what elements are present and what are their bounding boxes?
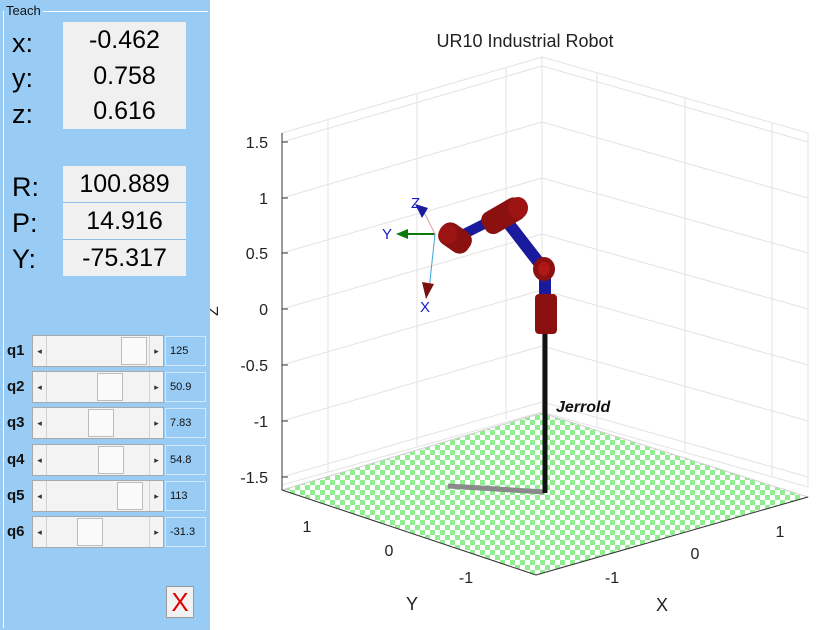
y-tick-label: -1 bbox=[459, 570, 473, 587]
joint-label-q1: q1 bbox=[7, 342, 25, 359]
frame-x-label: X bbox=[420, 299, 430, 316]
x-value: -0.462 bbox=[63, 22, 186, 58]
joint-value-q2[interactable]: 50.9 bbox=[165, 372, 206, 402]
joint-label-q2: q2 bbox=[7, 378, 25, 395]
joint-label-q6: q6 bbox=[7, 523, 25, 540]
y-axis-label: Y bbox=[406, 594, 418, 614]
back-grid bbox=[281, 56, 809, 488]
slider-right-arrow-icon[interactable]: ▸ bbox=[149, 372, 163, 402]
close-button[interactable]: X bbox=[166, 586, 194, 618]
slider-left-arrow-icon[interactable]: ◂ bbox=[33, 372, 47, 402]
joint-slider-q6[interactable]: ◂ ▸ bbox=[32, 516, 164, 548]
frame-z-label: Z bbox=[411, 195, 420, 212]
x-tick-label: 1 bbox=[776, 524, 785, 541]
y-label: y: bbox=[12, 63, 34, 93]
roll-value: 100.889 bbox=[63, 166, 186, 202]
slider-left-arrow-icon[interactable]: ◂ bbox=[33, 517, 47, 547]
yaw-value: -75.317 bbox=[63, 240, 186, 276]
slider-track[interactable] bbox=[47, 372, 149, 402]
ur10-robot[interactable]: Z Y X Jerrold bbox=[382, 194, 611, 493]
x-axis-line bbox=[535, 496, 809, 576]
joint-label-q5: q5 bbox=[7, 487, 25, 504]
slider-track[interactable] bbox=[47, 408, 149, 438]
yaw-label: Y: bbox=[12, 244, 37, 274]
slider-track[interactable] bbox=[47, 481, 149, 511]
separator bbox=[63, 239, 186, 240]
x-tick-label: 0 bbox=[691, 546, 700, 563]
y-value: 0.758 bbox=[63, 58, 186, 94]
frame-x-arrow bbox=[422, 282, 434, 299]
slider-thumb[interactable] bbox=[98, 446, 124, 474]
slider-thumb[interactable] bbox=[121, 337, 147, 365]
joint-slider-q5[interactable]: ◂ ▸ bbox=[32, 480, 164, 512]
slider-left-arrow-icon[interactable]: ◂ bbox=[33, 408, 47, 438]
frame-x-axis bbox=[428, 233, 436, 291]
joint-value-q5[interactable]: 113 bbox=[165, 481, 206, 511]
slider-thumb[interactable] bbox=[117, 482, 143, 510]
z-tick-label: -1.5 bbox=[240, 470, 268, 487]
z-tick-label: 0 bbox=[259, 302, 268, 319]
plot-area: UR10 Industrial Robot bbox=[210, 0, 840, 630]
slider-thumb[interactable] bbox=[97, 373, 123, 401]
joint-slider-q3[interactable]: ◂ ▸ bbox=[32, 407, 164, 439]
slider-thumb[interactable] bbox=[88, 409, 114, 437]
slider-right-arrow-icon[interactable]: ▸ bbox=[149, 336, 163, 366]
slider-left-arrow-icon[interactable]: ◂ bbox=[33, 336, 47, 366]
x-label: x: bbox=[12, 28, 34, 58]
plot-title: UR10 Industrial Robot bbox=[436, 31, 614, 51]
frame-z-arrow bbox=[415, 204, 428, 218]
slider-right-arrow-icon[interactable]: ▸ bbox=[149, 481, 163, 511]
teach-legend: Teach bbox=[4, 3, 43, 18]
robot-joint bbox=[538, 262, 550, 276]
robot-name-label: Jerrold bbox=[556, 399, 611, 416]
y-tick-label: 0 bbox=[385, 543, 394, 560]
slider-right-arrow-icon[interactable]: ▸ bbox=[149, 445, 163, 475]
z-axis-label: Z bbox=[210, 306, 222, 316]
robot-shadow bbox=[447, 483, 545, 495]
slider-thumb[interactable] bbox=[77, 518, 103, 546]
joint-slider-q2[interactable]: ◂ ▸ bbox=[32, 371, 164, 403]
z-axis-ticks: 1.5 1 0.5 0 -0.5 -1 -1.5 bbox=[240, 135, 288, 487]
slider-right-arrow-icon[interactable]: ▸ bbox=[149, 517, 163, 547]
teach-frame bbox=[3, 11, 208, 628]
pitch-label: P: bbox=[12, 208, 38, 238]
joint-label-q4: q4 bbox=[7, 451, 25, 468]
joint-value-q3[interactable]: 7.83 bbox=[165, 408, 206, 438]
z-label: z: bbox=[12, 99, 34, 129]
z-tick-label: -1 bbox=[254, 414, 268, 431]
teach-panel: Teach x: -0.462 y: 0.758 z: 0.616 R: 100… bbox=[0, 0, 210, 630]
joint-value-q1[interactable]: 125 bbox=[165, 336, 206, 366]
slider-left-arrow-icon[interactable]: ◂ bbox=[33, 445, 47, 475]
slider-track[interactable] bbox=[47, 517, 149, 547]
slider-left-arrow-icon[interactable]: ◂ bbox=[33, 481, 47, 511]
robot-3d-axes[interactable]: 1.5 1 0.5 0 -0.5 -1 -1.5 Z 1 0 -1 Y -1 0 1 X bbox=[210, 0, 840, 630]
y-axis-line bbox=[281, 489, 537, 576]
joint-slider-q4[interactable]: ◂ ▸ bbox=[32, 444, 164, 476]
x-axis-ticks: -1 0 1 bbox=[605, 524, 785, 587]
robot-joint bbox=[439, 224, 457, 244]
y-axis-ticks: 1 0 -1 bbox=[303, 519, 474, 587]
joint-value-q4[interactable]: 54.8 bbox=[165, 445, 206, 475]
frame-y-label: Y bbox=[382, 226, 392, 243]
joint-label-q3: q3 bbox=[7, 414, 25, 431]
separator bbox=[63, 202, 186, 203]
z-tick-label: 1 bbox=[259, 191, 268, 208]
pitch-value: 14.916 bbox=[63, 203, 186, 239]
slider-track[interactable] bbox=[47, 445, 149, 475]
robot-joint bbox=[535, 294, 557, 334]
joint-value-q6[interactable]: -31.3 bbox=[165, 517, 206, 547]
frame-y-arrow bbox=[396, 229, 408, 239]
y-tick-label: 1 bbox=[303, 519, 312, 536]
joint-slider-q1[interactable]: ◂ ▸ bbox=[32, 335, 164, 367]
slider-right-arrow-icon[interactable]: ▸ bbox=[149, 408, 163, 438]
x-tick-label: -1 bbox=[605, 570, 619, 587]
z-tick-label: -0.5 bbox=[240, 358, 268, 375]
z-value: 0.616 bbox=[63, 93, 186, 129]
z-tick-label: 1.5 bbox=[246, 135, 268, 152]
z-tick-label: 0.5 bbox=[246, 246, 268, 263]
x-axis-label: X bbox=[656, 595, 668, 615]
robot-joint bbox=[508, 197, 528, 219]
roll-label: R: bbox=[12, 172, 39, 202]
slider-track[interactable] bbox=[47, 336, 149, 366]
